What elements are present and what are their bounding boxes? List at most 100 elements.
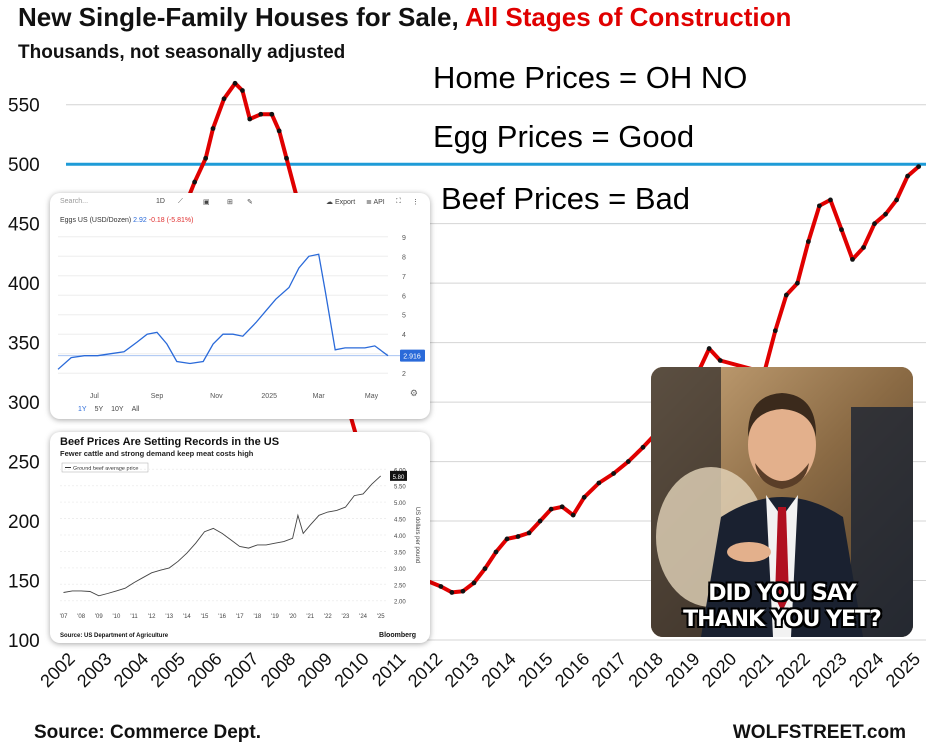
eggs-x-tick-label: May xyxy=(365,393,379,400)
data-point xyxy=(640,444,646,450)
beef-y-tick-label: 5.50 xyxy=(394,485,406,491)
beef-y-axis-label: US dollars per pound xyxy=(414,507,420,563)
eggs-x-tick-label: 2025 xyxy=(261,393,277,400)
range-5y-button[interactable]: 5Y xyxy=(94,406,104,413)
y-tick-label: 550 xyxy=(8,96,40,117)
range-all-button[interactable]: All xyxy=(131,406,140,413)
eggs-y-tick-label: 7 xyxy=(402,274,406,281)
range-1y-button[interactable]: 1Y xyxy=(78,406,87,413)
x-tick-label: 2012 xyxy=(404,649,446,691)
data-point xyxy=(548,506,554,512)
eggs-price-tag-label: 2.916 xyxy=(403,354,421,361)
x-tick-label: 2024 xyxy=(845,649,887,691)
line-chart-icon[interactable]: ⟋ xyxy=(178,198,183,205)
x-tick-label: 2011 xyxy=(368,649,410,691)
data-point xyxy=(783,292,789,298)
beef-x-tick-label: '07 xyxy=(60,614,68,620)
data-point xyxy=(284,155,289,161)
meme-text-home: Home Prices = OH NO xyxy=(433,60,748,95)
x-tick-label: 2019 xyxy=(661,649,703,691)
beef-x-tick-label: '16 xyxy=(218,614,226,620)
data-point xyxy=(625,459,631,464)
beef-source: Source: US Department of Agriculture xyxy=(60,633,169,639)
data-point xyxy=(905,173,911,179)
x-tick-label: 2021 xyxy=(735,649,777,691)
calendar-icon[interactable]: ▣ xyxy=(203,199,210,206)
database-icon: ≣ xyxy=(366,199,372,206)
draw-tool-icon[interactable]: ✎ xyxy=(247,199,253,206)
eggs-chart-inset: Search... 1D ⟋ ▣ ⊞ ✎ ☁ Export ≣ API ⛶ ⋮ … xyxy=(50,193,430,419)
x-tick-label: 2013 xyxy=(441,649,483,691)
data-point xyxy=(460,588,466,594)
data-point xyxy=(805,239,811,244)
api-button[interactable]: ≣ API xyxy=(366,198,385,206)
series-line xyxy=(181,81,920,595)
eggs-x-tick-label: Jul xyxy=(90,393,99,400)
x-tick-label: 2003 xyxy=(73,649,115,691)
add-indicator-icon[interactable]: ⊞ xyxy=(227,199,233,206)
y-tick-label: 100 xyxy=(8,631,40,652)
x-tick-label: 2016 xyxy=(551,649,593,691)
source-note: Source: Commerce Dept. xyxy=(34,722,262,743)
beef-y-tick-label: 2.50 xyxy=(394,583,406,589)
data-point xyxy=(269,111,275,117)
chart-title-highlight: All Stages of Construction xyxy=(464,2,792,32)
data-point xyxy=(817,203,822,209)
beef-chart-title: Beef Prices Are Setting Records in the U… xyxy=(60,436,280,448)
data-point xyxy=(581,494,587,500)
meme-photo: DID YOU SAY THANK YOU YET? xyxy=(651,367,913,637)
beef-x-tick-label: '08 xyxy=(77,614,85,620)
eggs-y-tick-label: 5 xyxy=(402,313,406,320)
beef-x-tick-label: '22 xyxy=(324,614,332,620)
eggs-y-tick-label: 8 xyxy=(402,254,406,261)
beef-x-tick-label: '25 xyxy=(377,614,385,620)
cloud-icon: ☁ xyxy=(326,199,333,206)
data-point xyxy=(706,346,712,351)
more-options-icon[interactable]: ⋮ xyxy=(412,199,419,206)
eggs-range-selector: 1Y 5Y 10Y All xyxy=(78,406,147,413)
data-point xyxy=(449,590,455,595)
x-tick-label: 2017 xyxy=(588,649,630,691)
y-tick-label: 500 xyxy=(8,155,40,176)
x-tick-label: 2007 xyxy=(220,649,262,691)
eggs-toolbar: Search... 1D ⟋ ▣ ⊞ ✎ ☁ Export ≣ API ⛶ ⋮ xyxy=(50,193,430,211)
eggs-search-input[interactable]: Search... xyxy=(60,198,89,205)
beef-y-tick-label: 4.00 xyxy=(394,534,406,540)
beef-x-tick-label: '20 xyxy=(289,614,297,620)
export-button[interactable]: ☁ Export xyxy=(326,198,355,206)
eggs-change: -0.18 (-5.81%) xyxy=(148,217,194,224)
y-tick-label: 350 xyxy=(8,334,40,355)
y-tick-label: 150 xyxy=(8,572,40,593)
settings-gear-icon[interactable]: ⚙ xyxy=(409,388,418,398)
x-tick-label: 2006 xyxy=(183,649,225,691)
x-tick-label: 2009 xyxy=(294,649,336,691)
x-tick-label: 2023 xyxy=(808,649,850,691)
eggs-interval-button[interactable]: 1D xyxy=(156,198,165,205)
data-point xyxy=(232,80,238,86)
data-point xyxy=(471,580,477,586)
fullscreen-icon[interactable]: ⛶ xyxy=(396,198,401,205)
x-tick-label: 2015 xyxy=(514,649,556,691)
data-point xyxy=(482,566,488,572)
bloomberg-logo: Bloomberg xyxy=(379,632,416,639)
data-point xyxy=(438,584,444,589)
y-tick-label: 250 xyxy=(8,453,40,474)
data-point xyxy=(883,211,888,217)
beef-last-value-tag xyxy=(390,470,407,481)
y-tick-label: 400 xyxy=(8,274,40,295)
data-point xyxy=(221,96,227,102)
data-point xyxy=(493,549,499,555)
data-point xyxy=(861,245,866,250)
data-point xyxy=(240,88,245,93)
eggs-series-line xyxy=(57,253,389,370)
data-point xyxy=(559,504,565,510)
range-10y-button[interactable]: 10Y xyxy=(111,406,124,413)
meme-caption-line1: DID YOU SAY xyxy=(708,581,856,606)
beef-x-tick-label: '15 xyxy=(201,614,209,620)
data-point xyxy=(894,197,899,203)
data-point xyxy=(258,111,264,117)
beef-y-tick-label: 2.00 xyxy=(394,600,406,606)
eggs-y-tick-label: 6 xyxy=(402,293,406,300)
beef-x-tick-label: '14 xyxy=(183,614,191,620)
